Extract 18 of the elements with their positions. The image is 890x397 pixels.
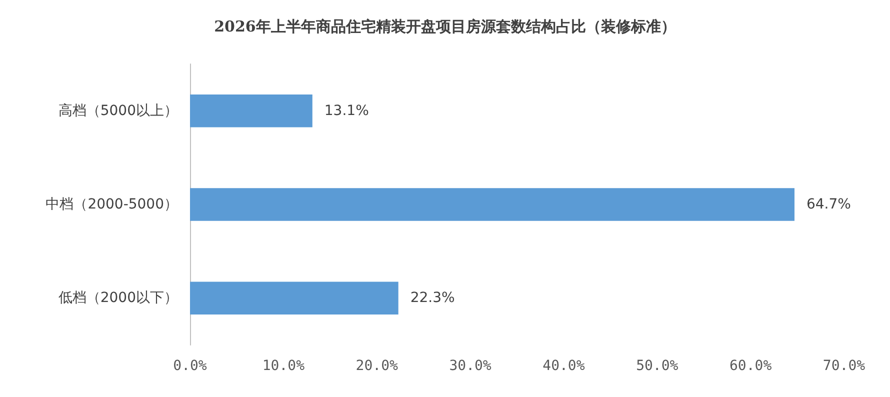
x-tick-label: 60.0%	[729, 358, 772, 374]
x-tick-label: 0.0%	[173, 358, 208, 374]
data-label: 64.7%	[806, 196, 851, 212]
x-tick-label: 20.0%	[356, 358, 398, 374]
x-tick-label: 50.0%	[636, 358, 679, 374]
chart-title: 2026年上半年商品住宅精装开盘项目房源套数结构占比（装修标准）	[214, 18, 676, 36]
x-tick-label: 10.0%	[262, 358, 306, 374]
data-label: 22.3%	[410, 290, 455, 306]
x-tick-label: 70.0%	[822, 358, 866, 374]
y-tick-label: 低档（2000以下）	[58, 290, 178, 306]
bar	[190, 94, 312, 128]
y-tick-label: 高档（5000以上）	[58, 102, 178, 119]
y-tick-label: 中档（2000-5000）	[46, 196, 178, 212]
x-tick-label: 40.0%	[542, 358, 586, 374]
data-label: 13.1%	[324, 102, 369, 119]
x-tick-label: 30.0%	[449, 358, 492, 374]
bar	[190, 188, 794, 221]
bar	[190, 282, 398, 315]
